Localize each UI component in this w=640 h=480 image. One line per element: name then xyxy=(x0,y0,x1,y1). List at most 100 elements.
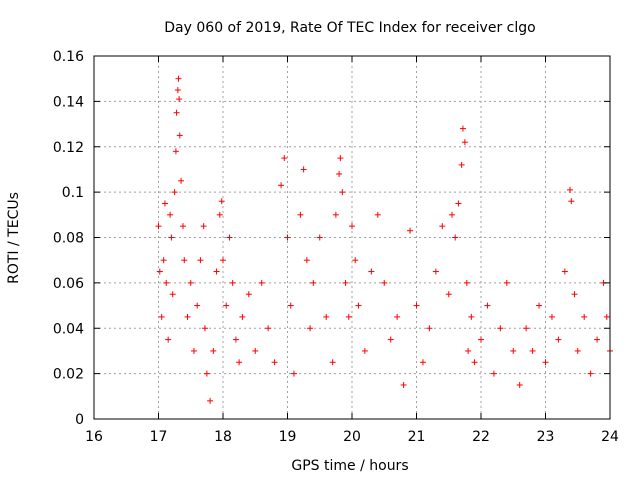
data-point xyxy=(361,347,368,354)
data-point xyxy=(232,336,239,343)
data-point xyxy=(223,302,230,309)
data-point xyxy=(168,234,175,241)
data-point xyxy=(342,279,349,286)
data-point xyxy=(490,370,497,377)
data-point xyxy=(555,336,562,343)
data-point xyxy=(303,257,310,264)
data-point xyxy=(176,132,183,139)
data-point xyxy=(271,359,278,366)
data-point xyxy=(210,347,217,354)
data-point xyxy=(561,268,568,275)
y-tick-label: 0.1 xyxy=(62,185,84,201)
data-point xyxy=(174,87,181,94)
data-point xyxy=(167,211,174,218)
x-axis-label: GPS time / hours xyxy=(291,458,408,474)
data-point xyxy=(287,302,294,309)
data-point xyxy=(536,302,543,309)
data-point xyxy=(316,234,323,241)
y-tick-label: 0.14 xyxy=(53,94,84,110)
data-point xyxy=(345,313,352,320)
data-point xyxy=(300,166,307,173)
data-point xyxy=(465,347,472,354)
y-tick-label: 0.06 xyxy=(53,276,84,292)
data-point xyxy=(603,313,610,320)
data-point xyxy=(290,370,297,377)
y-tick-label: 0.12 xyxy=(53,140,84,156)
data-point xyxy=(368,268,375,275)
data-point xyxy=(181,257,188,264)
data-point xyxy=(381,279,388,286)
y-tick-label: 0.04 xyxy=(53,321,84,337)
data-point xyxy=(459,125,466,132)
data-point xyxy=(178,177,185,184)
data-point xyxy=(297,211,304,218)
data-point xyxy=(258,279,265,286)
data-point xyxy=(155,223,162,230)
data-point xyxy=(355,302,362,309)
data-point xyxy=(468,313,475,320)
data-point xyxy=(239,313,246,320)
data-point xyxy=(461,139,468,146)
data-point xyxy=(497,325,504,332)
data-point xyxy=(567,186,574,193)
data-point xyxy=(200,223,207,230)
data-point xyxy=(329,359,336,366)
data-point xyxy=(229,279,236,286)
data-point xyxy=(281,155,288,162)
x-axis-ticks: 16 17 18 19 20 21 22 23 24 xyxy=(85,56,619,445)
x-tick-label: 22 xyxy=(472,429,490,445)
data-point xyxy=(339,189,346,196)
data-point xyxy=(165,336,172,343)
data-point xyxy=(172,148,179,155)
data-point xyxy=(594,336,601,343)
x-tick-label: 20 xyxy=(343,429,361,445)
data-point xyxy=(184,313,191,320)
data-point xyxy=(203,370,210,377)
x-tick-label: 19 xyxy=(279,429,297,445)
data-point xyxy=(445,291,452,298)
data-point xyxy=(169,291,176,298)
data-point xyxy=(510,347,517,354)
data-point xyxy=(426,325,433,332)
data-points xyxy=(155,75,613,404)
data-point xyxy=(163,279,170,286)
data-point xyxy=(265,325,272,332)
data-point xyxy=(478,336,484,343)
x-tick-label: 23 xyxy=(537,429,555,445)
data-point xyxy=(220,257,226,264)
data-point xyxy=(194,302,201,309)
y-tick-label: 0.16 xyxy=(53,49,84,65)
data-point xyxy=(156,268,163,275)
data-point xyxy=(419,359,426,366)
data-point xyxy=(176,96,183,103)
data-point xyxy=(332,211,339,218)
x-tick-label: 17 xyxy=(150,429,168,445)
data-point xyxy=(218,198,225,205)
data-point xyxy=(413,302,420,309)
data-point xyxy=(284,234,291,241)
data-point xyxy=(407,227,414,234)
y-axis-label: ROTI / TECUs xyxy=(6,192,22,284)
data-point xyxy=(448,211,455,218)
data-point xyxy=(516,381,523,388)
data-point xyxy=(197,257,204,264)
data-point xyxy=(484,302,491,309)
data-point xyxy=(548,313,555,320)
data-point xyxy=(160,257,167,264)
data-point xyxy=(175,75,182,82)
data-point xyxy=(387,336,394,343)
data-point xyxy=(337,155,344,162)
data-point xyxy=(471,359,478,366)
data-point xyxy=(503,279,510,286)
y-tick-label: 0.08 xyxy=(53,231,84,247)
data-point xyxy=(394,313,401,320)
y-tick-label: 0.02 xyxy=(53,367,84,383)
chart-title: Day 060 of 2019, Rate Of TEC Index for r… xyxy=(164,20,535,36)
data-point xyxy=(352,257,359,264)
data-point xyxy=(458,161,465,168)
data-point xyxy=(213,268,220,275)
data-point xyxy=(400,381,407,388)
data-point xyxy=(439,223,446,230)
data-point xyxy=(455,200,462,207)
